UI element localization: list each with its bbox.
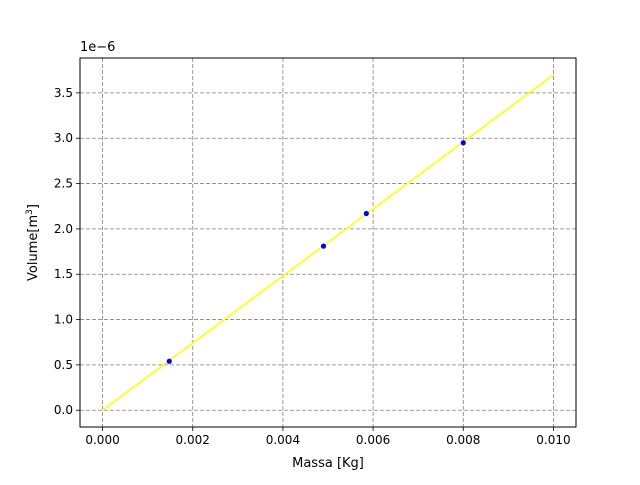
x-tick-label: 0.006 <box>356 433 390 447</box>
y-axis-label-exponent: 3 <box>25 209 35 215</box>
data-point <box>166 358 172 364</box>
axis-ticks: 0.000 0.002 0.004 0.006 0.008 0.010 0.0 0.5 1.0 1… <box>54 86 571 447</box>
y-tick-label: 2.0 <box>54 222 73 236</box>
x-tick-label: 0.010 <box>536 433 570 447</box>
x-tick-label: 0.002 <box>176 433 210 447</box>
plot-series <box>102 74 554 411</box>
y-tick-label: 2.5 <box>54 177 73 191</box>
data-point <box>363 210 369 217</box>
fit-line <box>102 74 554 411</box>
y-tick-label: 3.5 <box>54 86 73 100</box>
x-tick-label: 0.004 <box>266 433 300 447</box>
y-axis-label-main: Volume[m <box>26 215 41 281</box>
y-axis-label: Volume[m3] <box>25 204 41 281</box>
grid <box>80 58 576 427</box>
x-axis-label: Massa [Kg] <box>292 456 364 471</box>
y-tick-label: 1.0 <box>54 313 73 327</box>
y-tick-label: 0.5 <box>54 358 73 372</box>
y-offset-text: 1e−6 <box>80 40 115 55</box>
x-tick-label: 0.008 <box>446 433 480 447</box>
y-tick-label: 3.0 <box>54 131 73 145</box>
axes-frame <box>79 57 577 428</box>
x-tick-label: 0.000 <box>85 433 119 447</box>
y-tick-label: 1.5 <box>54 267 73 281</box>
y-axis-label-close: ] <box>26 204 41 209</box>
data-point <box>320 243 327 249</box>
y-tick-label: 0.0 <box>54 403 73 417</box>
data-point <box>460 140 466 146</box>
